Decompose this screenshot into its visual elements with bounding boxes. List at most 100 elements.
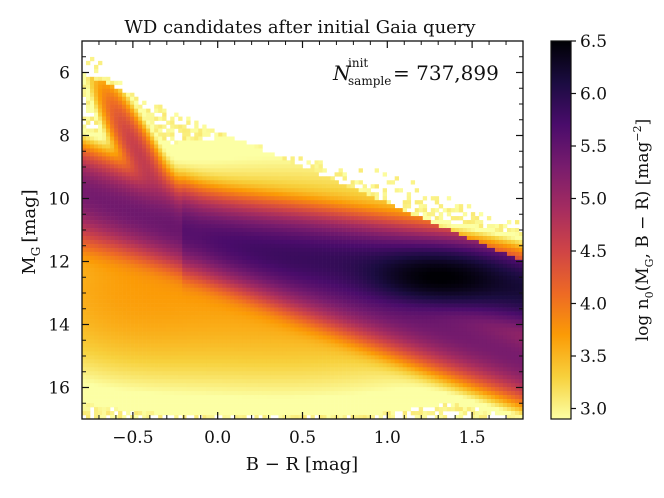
heatmap-cell xyxy=(242,399,247,404)
heatmap-cell xyxy=(226,216,231,221)
heatmap-cell xyxy=(158,239,163,245)
heatmap-cell xyxy=(170,204,175,209)
heatmap-cell xyxy=(146,359,151,364)
heatmap-cell xyxy=(198,331,203,336)
heatmap-cell xyxy=(306,279,311,285)
heatmap-cell xyxy=(282,315,287,320)
heatmap-cell xyxy=(174,255,179,261)
heatmap-cell xyxy=(258,367,263,372)
heatmap-cell xyxy=(186,343,191,348)
heatmap-cell xyxy=(94,271,99,277)
heatmap-cell xyxy=(82,124,87,129)
heatmap-cell xyxy=(286,411,291,416)
heatmap-cell xyxy=(210,267,215,273)
heatmap-cell xyxy=(314,168,319,173)
heatmap-cell xyxy=(94,148,99,153)
heatmap-cell xyxy=(210,375,215,380)
heatmap-cell xyxy=(182,224,187,229)
heatmap-cell xyxy=(262,224,267,229)
heatmap-cell xyxy=(182,399,187,404)
heatmap-cell xyxy=(146,283,151,288)
heatmap-cell xyxy=(154,299,159,304)
heatmap-cell xyxy=(138,311,143,316)
heatmap-cell xyxy=(166,208,171,213)
heatmap-cell xyxy=(142,132,147,137)
heatmap-cell xyxy=(170,243,175,249)
heatmap-cell xyxy=(142,411,147,416)
heatmap-cell xyxy=(226,415,231,420)
heatmap-cell xyxy=(98,60,103,66)
heatmap-cell xyxy=(170,224,175,229)
heatmap-cell xyxy=(182,311,187,316)
heatmap-cell xyxy=(166,311,171,316)
heatmap-cell xyxy=(206,259,211,265)
heatmap-cell xyxy=(290,399,295,404)
heatmap-cell xyxy=(114,331,119,336)
heatmap-cell xyxy=(238,323,243,328)
heatmap-cell xyxy=(194,220,199,225)
heatmap-cell xyxy=(190,379,195,384)
heatmap-cell xyxy=(262,239,267,245)
heatmap-cell xyxy=(142,367,147,372)
heatmap-cell xyxy=(142,347,147,352)
heatmap-cell xyxy=(342,311,347,316)
heatmap-cell xyxy=(274,200,279,205)
heatmap-cell xyxy=(262,371,267,376)
heatmap-cell xyxy=(266,247,271,253)
heatmap-cell xyxy=(198,255,203,261)
heatmap-cell xyxy=(202,327,207,332)
heatmap-cell xyxy=(214,311,219,316)
heatmap-cell xyxy=(154,251,159,257)
heatmap-cell xyxy=(134,112,139,117)
heatmap-cell xyxy=(110,84,115,90)
heatmap-cell xyxy=(318,192,323,197)
heatmap-cell xyxy=(82,184,87,189)
heatmap-cell xyxy=(338,196,343,201)
heatmap-cell xyxy=(90,128,95,133)
heatmap-cell xyxy=(326,204,331,209)
heatmap-cell xyxy=(354,319,359,324)
heatmap-cell xyxy=(358,200,363,205)
heatmap-cell xyxy=(262,399,267,404)
heatmap-cell xyxy=(194,120,199,125)
heatmap-cell xyxy=(130,235,135,241)
heatmap-cell xyxy=(282,363,287,368)
heatmap-cell xyxy=(234,259,239,265)
heatmap-cell xyxy=(122,172,127,177)
heatmap-cell xyxy=(94,132,99,137)
heatmap-cell xyxy=(186,387,191,392)
heatmap-cell xyxy=(90,395,95,400)
heatmap-cell xyxy=(290,415,295,420)
heatmap-cell xyxy=(190,267,195,273)
heatmap-cell xyxy=(170,295,175,300)
heatmap-cell xyxy=(194,144,199,149)
heatmap-cell xyxy=(150,375,155,380)
heatmap-cell xyxy=(102,387,107,392)
heatmap-cell xyxy=(202,243,207,249)
heatmap-cell xyxy=(302,200,307,205)
heatmap-cell xyxy=(266,403,271,408)
heatmap-cell xyxy=(90,140,95,145)
heatmap-cell xyxy=(354,196,359,201)
heatmap-cell xyxy=(282,395,287,400)
heatmap-cell xyxy=(190,136,195,141)
heatmap-cell xyxy=(130,299,135,304)
heatmap-cell xyxy=(354,351,359,356)
heatmap-cell xyxy=(162,395,167,400)
heatmap-cell xyxy=(290,180,295,185)
heatmap-cell xyxy=(298,287,303,292)
heatmap-cell xyxy=(266,172,271,177)
heatmap-cell xyxy=(354,335,359,340)
heatmap-cell xyxy=(250,220,255,225)
heatmap-cell xyxy=(90,291,95,296)
heatmap-cell xyxy=(90,251,95,257)
heatmap-cell xyxy=(270,239,275,245)
heatmap-cell xyxy=(274,208,279,213)
heatmap-cell xyxy=(134,216,139,221)
heatmap-cell xyxy=(90,239,95,245)
heatmap-cell xyxy=(202,287,207,292)
heatmap-cell xyxy=(270,176,275,181)
heatmap-cell xyxy=(270,375,275,380)
heatmap-cell xyxy=(174,335,179,340)
heatmap-cell xyxy=(178,291,183,296)
